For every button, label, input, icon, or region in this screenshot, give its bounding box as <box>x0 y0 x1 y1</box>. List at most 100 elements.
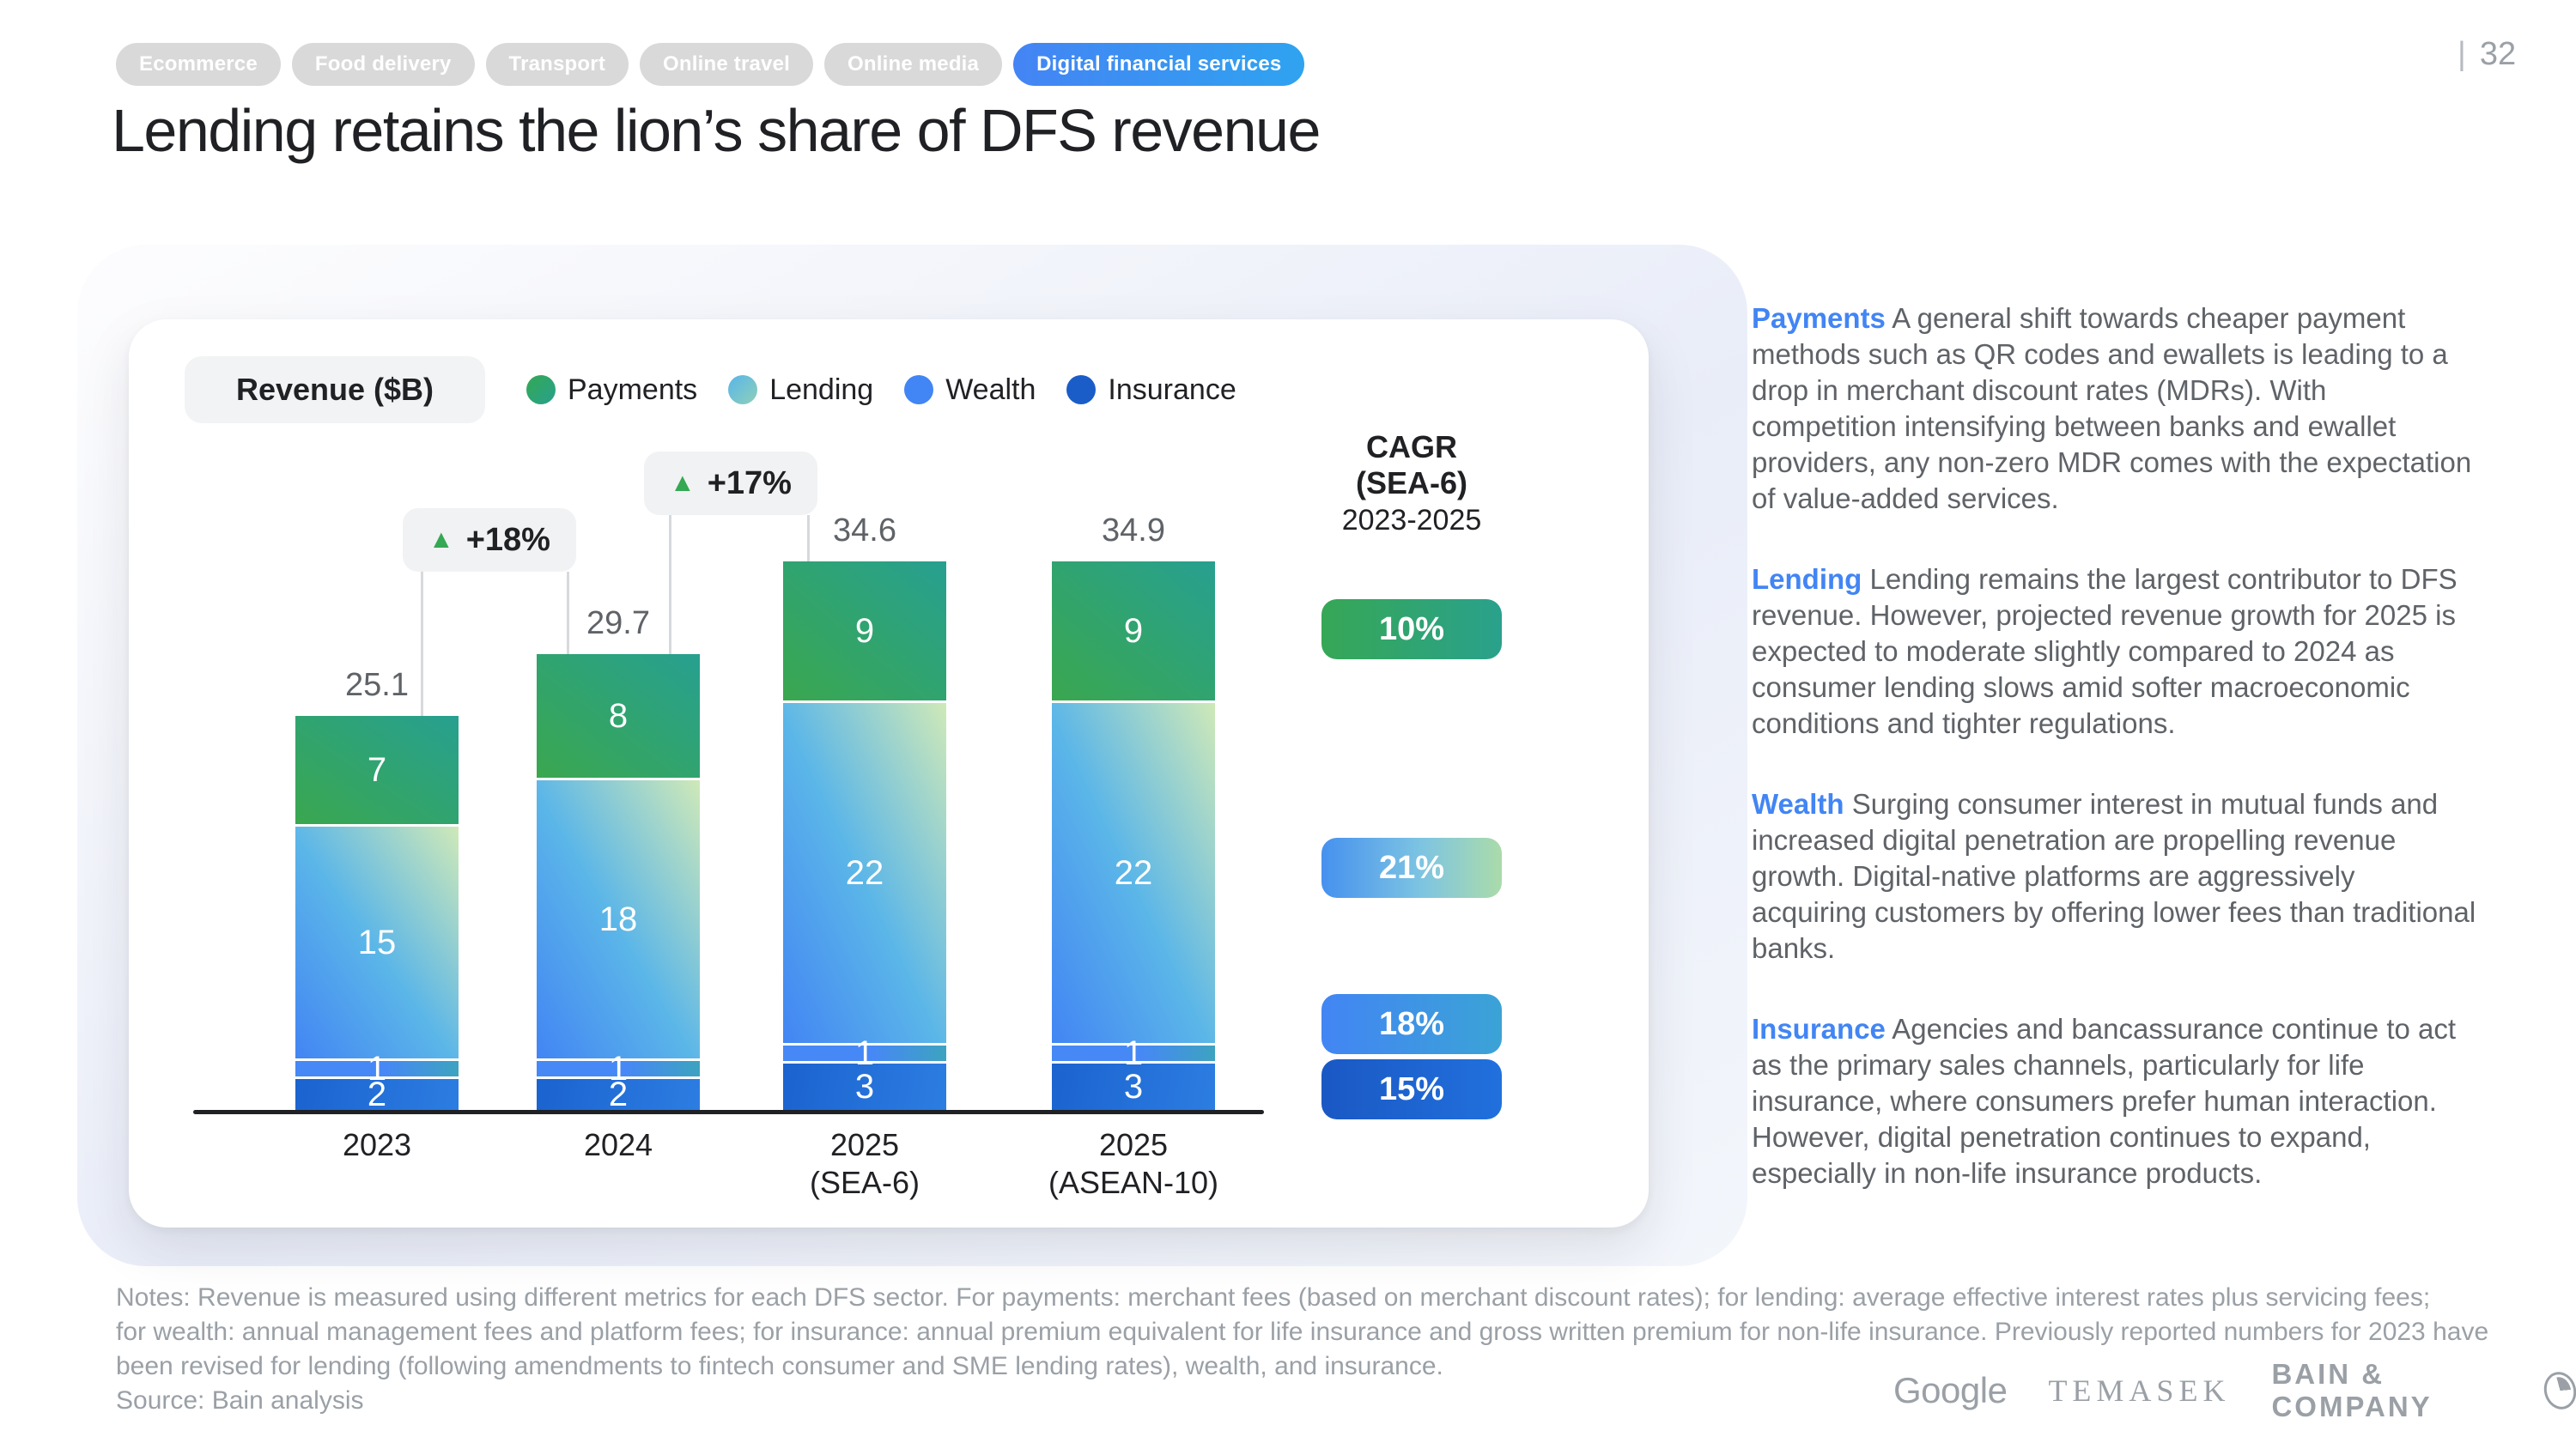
segment-insurance-2024: 2 <box>537 1076 700 1113</box>
source-note: Source: Bain analysis <box>116 1386 364 1415</box>
segment-value: 1 <box>367 1049 387 1088</box>
bar-2025-sea-6: 9 22 1 3 <box>783 561 946 1110</box>
segment-insurance-2023: 2 <box>295 1076 459 1113</box>
payments-legend-dot <box>526 375 556 404</box>
segment-wealth-2023: 1 <box>295 1050 459 1088</box>
commentary-heading-lending: Lending <box>1752 563 1862 595</box>
segment-lending-2025-sea-6: 22 <box>783 703 946 1043</box>
commentary-heading-payments: Payments <box>1752 302 1886 334</box>
tab-digital-financial-services[interactable]: Digital financial services <box>1013 43 1305 86</box>
growth-up-triangle-icon: ▲ <box>670 469 696 497</box>
segment-value: 9 <box>1123 611 1144 650</box>
revenue-axis-label: Revenue ($B) <box>185 356 485 423</box>
total-label-2023: 25.1 <box>345 667 409 703</box>
x-tick-line: (ASEAN-10) <box>1048 1165 1219 1200</box>
segment-insurance-2025-asean-10: 3 <box>1052 1064 1215 1110</box>
cagr-header: CAGR (SEA-6) 2023-2025 <box>1291 429 1532 539</box>
x-tick-line: (SEA-6) <box>809 1165 920 1200</box>
segment-value: 1 <box>1123 1034 1144 1072</box>
legend-item-wealth: Wealth <box>904 373 1036 407</box>
tab-online-media[interactable]: Online media <box>824 43 1003 86</box>
tab-ecommerce[interactable]: Ecommerce <box>116 43 281 86</box>
growth-callout-label: +18% <box>465 521 550 558</box>
google-logo: Google <box>1893 1370 2008 1410</box>
x-tick-2025-asean-10: 2025 (ASEAN-10) <box>979 1126 1288 1202</box>
notes-line-2: for wealth: annual management fees and p… <box>116 1318 2489 1346</box>
callout-connector-line <box>669 515 671 654</box>
cagr-region: (SEA-6) <box>1355 465 1467 500</box>
page-title: Lending retains the lion’s share of DFS … <box>112 97 1321 164</box>
segment-value: 22 <box>1114 853 1153 892</box>
segment-value: 8 <box>608 696 629 735</box>
segment-value: 22 <box>845 853 884 892</box>
legend-item-payments: Payments <box>526 373 697 407</box>
sector-commentary: Payments A general shift towards cheaper… <box>1752 300 2477 1236</box>
temasek-logo: TEMASEK <box>2048 1373 2231 1408</box>
segment-value: 7 <box>367 750 387 789</box>
x-tick-2025-sea-6: 2025 (SEA-6) <box>710 1126 1019 1202</box>
segment-value: 1 <box>854 1034 875 1072</box>
bar-2024: 8 18 1 2 <box>537 654 700 1113</box>
growth-callout-label: +17% <box>707 464 792 501</box>
cagr-title: CAGR <box>1366 429 1457 464</box>
segment-payments-2025-asean-10: 9 <box>1052 561 1215 700</box>
cagr-pill-insurance: 15% <box>1321 1059 1502 1119</box>
segment-lending-2024: 18 <box>537 780 700 1058</box>
lending-legend-dot <box>728 375 758 404</box>
segment-payments-2024: 8 <box>537 654 700 778</box>
page-number-value: 32 <box>2479 36 2517 72</box>
segment-wealth-2025-asean-10: 1 <box>1052 1034 1215 1072</box>
tab-food-delivery[interactable]: Food delivery <box>291 43 475 86</box>
segment-payments-2023: 7 <box>295 716 459 824</box>
segment-value: 9 <box>854 611 875 650</box>
x-tick-line: 2025 <box>1098 1127 1169 1162</box>
notes-line-1: Notes: Revenue is measured using differe… <box>116 1283 2431 1312</box>
segment-lending-2023: 15 <box>295 827 459 1058</box>
chart-card: Revenue ($B) Payments Lending Wealth Insura… <box>129 319 1649 1228</box>
legend-label-lending: Lending <box>769 373 874 406</box>
segment-value: 1 <box>608 1049 629 1088</box>
segment-payments-2025-sea-6: 9 <box>783 561 946 700</box>
total-label-2025-sea-6: 34.6 <box>833 512 896 549</box>
x-tick-2024: 2024 <box>464 1126 773 1164</box>
notes: Notes: Revenue is measured using differe… <box>116 1281 2512 1384</box>
insurance-legend-dot <box>1066 375 1097 404</box>
bain-compass-icon <box>2539 1367 2576 1414</box>
x-tick-line: 2025 <box>829 1127 900 1162</box>
segment-value: 15 <box>357 923 397 961</box>
tab-transport[interactable]: Transport <box>485 43 629 86</box>
footer-logos: Google TEMASEK BAIN & COMPANY <box>1893 1358 2576 1423</box>
segment-wealth-2025-sea-6: 1 <box>783 1034 946 1072</box>
segment-value: 3 <box>854 1067 875 1106</box>
x-tick-2023: 2023 <box>222 1126 532 1164</box>
legend-item-insurance: Insurance <box>1066 373 1236 407</box>
segment-lending-2025-asean-10: 22 <box>1052 703 1215 1043</box>
x-axis-line <box>193 1110 1264 1114</box>
bain-logo: BAIN & COMPANY <box>2271 1358 2433 1422</box>
legend-label-insurance: Insurance <box>1108 373 1236 406</box>
legend-item-lending: Lending <box>728 373 873 407</box>
segment-value: 3 <box>1123 1067 1144 1106</box>
wealth-legend-dot <box>904 375 934 404</box>
growth-callout-17: ▲ +17% <box>644 452 817 515</box>
callout-connector-line <box>807 515 810 561</box>
segment-insurance-2025-sea-6: 3 <box>783 1064 946 1110</box>
chart-legend: Payments Lending Wealth Insurance <box>526 356 1236 423</box>
commentary-wealth: Wealth Surging consumer interest in mutu… <box>1752 788 2476 964</box>
tab-bar: Ecommerce Food delivery Transport Online tr… <box>116 43 1305 86</box>
callout-connector-line <box>567 572 569 654</box>
commentary-heading-wealth: Wealth <box>1752 788 1844 820</box>
total-label-2024: 29.7 <box>586 605 650 641</box>
growth-up-triangle-icon: ▲ <box>428 525 454 554</box>
page-number: | 32 <box>2458 36 2516 73</box>
x-tick-line: 2024 <box>583 1127 653 1162</box>
cagr-pill-wealth: 18% <box>1321 994 1502 1054</box>
commentary-heading-insurance: Insurance <box>1752 1013 1886 1045</box>
page-number-separator: | <box>2458 36 2466 72</box>
notes-line-3: been revised for lending (following amen… <box>116 1352 1443 1380</box>
commentary-insurance: Insurance Agencies and bancassurance con… <box>1752 1013 2457 1189</box>
tab-online-travel[interactable]: Online travel <box>640 43 813 86</box>
cagr-pill-lending: 21% <box>1321 838 1502 898</box>
total-label-2025-asean-10: 34.9 <box>1102 512 1165 549</box>
legend-label-payments: Payments <box>568 373 698 406</box>
